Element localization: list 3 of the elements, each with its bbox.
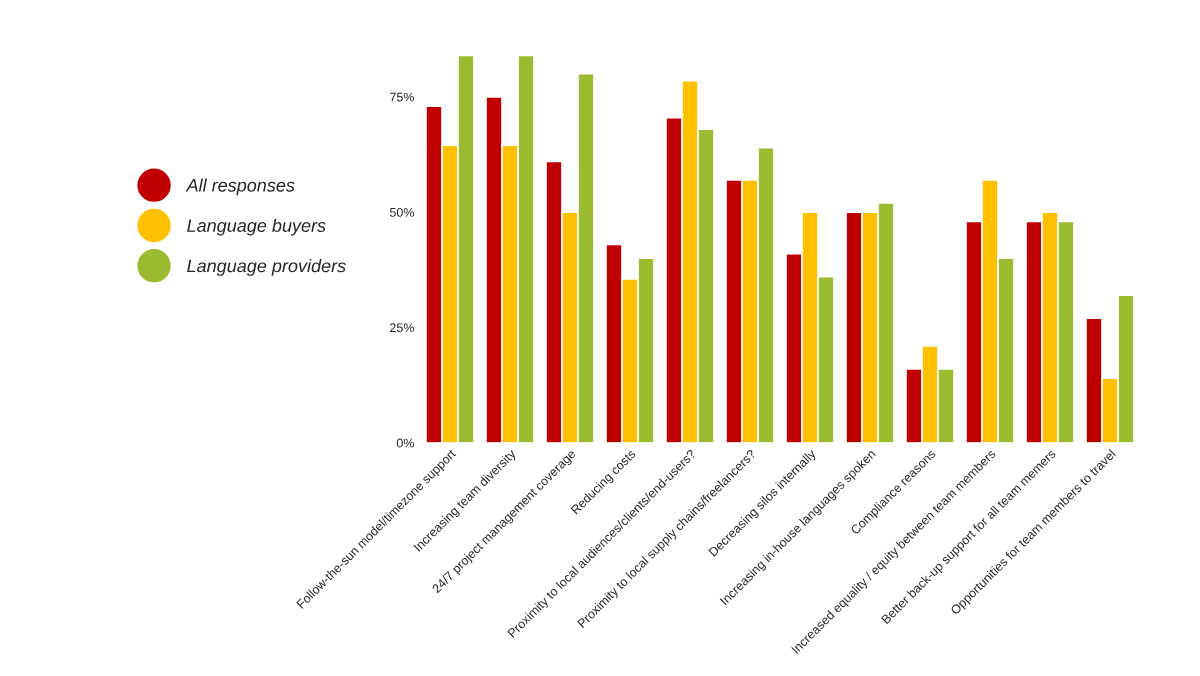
- legend-label: All responses: [185, 178, 295, 196]
- legend-label: Language buyers: [187, 218, 326, 236]
- legend-label: Language providers: [187, 259, 346, 276]
